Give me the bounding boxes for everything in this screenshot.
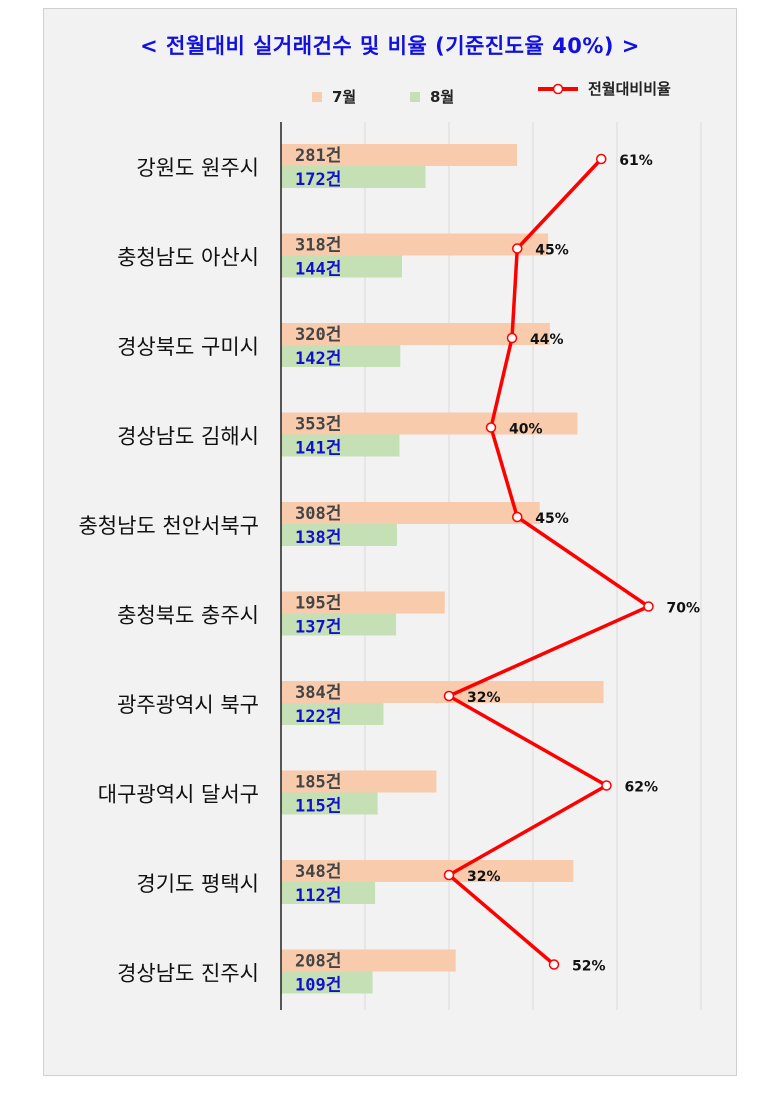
value-label-august: 109건 <box>295 976 341 996</box>
legend-line-icon <box>538 83 578 94</box>
bar-august <box>281 792 378 815</box>
bar-august <box>281 882 376 904</box>
bar-august <box>281 255 402 278</box>
value-label-august: 137건 <box>295 618 341 638</box>
ratio-label: 52% <box>572 959 606 975</box>
value-label-july: 281건 <box>295 146 341 166</box>
category-label: 충청남도 아산시 <box>117 246 259 270</box>
ratio-label: 44% <box>530 332 564 348</box>
bar-august <box>281 703 384 725</box>
category-label: 충청남도 천안서북구 <box>78 514 259 538</box>
ratio-point <box>443 869 455 881</box>
value-label-july: 384건 <box>295 683 341 703</box>
ratio-point <box>443 690 455 702</box>
bar-august <box>281 345 401 367</box>
value-label-august: 115건 <box>295 797 341 817</box>
category-label: 경상남도 진주시 <box>117 962 259 986</box>
ratio-point <box>596 153 607 165</box>
value-label-august: 144건 <box>295 260 341 280</box>
ratio-label: 45% <box>535 243 569 259</box>
bar-august <box>281 613 397 636</box>
legend-swatch-august <box>410 91 420 102</box>
legend-swatch-july <box>312 91 322 102</box>
ratio-point <box>485 422 497 433</box>
ratio-point <box>643 601 654 612</box>
value-label-july: 320건 <box>295 325 341 345</box>
ratio-label: 32% <box>467 690 501 706</box>
value-label-july: 208건 <box>295 952 341 972</box>
bar-july <box>281 233 549 256</box>
category-label: 대구광역시 달서구 <box>98 783 259 807</box>
value-label-july: 348건 <box>295 862 341 882</box>
bar-july <box>281 502 540 524</box>
bar-july <box>281 144 518 166</box>
ratio-point <box>512 243 523 254</box>
value-label-july: 185건 <box>295 773 341 793</box>
bar-august <box>281 434 400 457</box>
value-label-august: 141건 <box>295 439 341 459</box>
bar-july <box>281 323 550 345</box>
legend-item-august: 8월 <box>410 86 454 107</box>
ratio-label: 32% <box>467 869 501 885</box>
category-label: 경상북도 구미시 <box>117 335 259 359</box>
category-label: 광주광역시 북구 <box>117 693 259 717</box>
bar-august <box>281 971 373 994</box>
legend-label-august: 8월 <box>430 88 455 106</box>
value-label-july: 308건 <box>295 504 341 524</box>
ratio-label: 40% <box>509 422 543 438</box>
value-label-july: 195건 <box>295 594 341 614</box>
value-label-august: 138건 <box>295 528 341 548</box>
value-label-july: 353건 <box>295 415 341 435</box>
ratio-line <box>447 157 651 966</box>
bar-july <box>281 949 456 972</box>
ratio-point <box>512 511 523 523</box>
category-label: 충청북도 충주시 <box>117 604 259 628</box>
ratio-label: 45% <box>535 511 569 527</box>
value-label-august: 142건 <box>295 349 341 369</box>
legend-label-july: 7월 <box>332 88 357 106</box>
ratio-point <box>601 780 612 791</box>
category-label: 경상남도 김해시 <box>117 425 259 449</box>
value-label-july: 318건 <box>295 236 341 256</box>
ratio-point <box>506 332 518 344</box>
category-label: 경기도 평택시 <box>136 872 259 896</box>
ratio-point <box>548 959 560 970</box>
legend-item-july: 7월 <box>312 86 356 107</box>
ratio-label: 62% <box>625 780 659 796</box>
category-label: 강원도 원주시 <box>136 156 259 180</box>
bar-july <box>281 412 578 435</box>
legend-item-ratio: 전월대비비율 <box>538 78 671 99</box>
chart-title: < 전월대비 실거래건수 및 비율 (기준진도율 40%) > <box>140 34 640 58</box>
value-label-august: 122건 <box>295 707 341 727</box>
ratio-label: 61% <box>619 153 653 169</box>
bar-july <box>281 770 437 793</box>
legend: 7월 8월 전월대비비율 <box>300 80 720 110</box>
value-label-august: 172건 <box>295 170 341 190</box>
bar-august <box>281 524 397 546</box>
bar-july <box>281 591 445 614</box>
legend-label-ratio: 전월대비비율 <box>588 80 671 98</box>
value-label-august: 112건 <box>295 886 341 906</box>
bar-july <box>281 681 604 703</box>
bar-july <box>281 860 574 882</box>
bar-august <box>281 166 426 188</box>
ratio-label: 70% <box>667 601 701 617</box>
